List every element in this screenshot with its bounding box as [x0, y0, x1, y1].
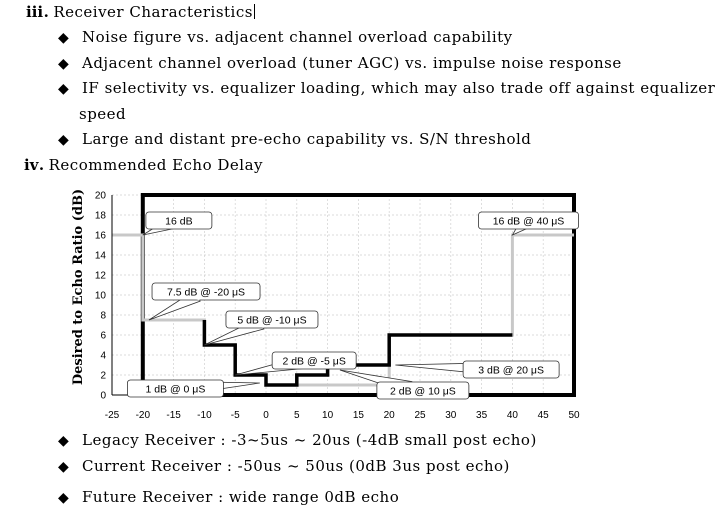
annotation-callout: 16 dB @ 40 μS — [478, 211, 579, 236]
y-tick-label: 8 — [100, 311, 106, 322]
y-tick-label: 14 — [95, 251, 107, 262]
callout-joint — [402, 382, 412, 393]
x-tick-label: -5 — [231, 410, 240, 421]
callout-joint — [191, 291, 200, 301]
annotation-callout: 5 dB @ -10 μS — [204, 310, 319, 346]
section-4-heading-text: Recommended Echo Delay — [48, 156, 264, 174]
section-3-numeral: ⅲ. — [26, 3, 50, 21]
diamond-bullet-icon: ◆ — [58, 81, 70, 97]
callout-label: 1 dB @ 0 μS — [145, 384, 205, 396]
x-tick-label: 10 — [322, 410, 334, 421]
y-tick-label: 12 — [95, 271, 107, 282]
x-tick-label: 35 — [476, 410, 488, 421]
x-tick-label: 50 — [568, 410, 580, 421]
diamond-bullet-icon: ◆ — [58, 132, 70, 148]
section-3-heading: ⅲ. Receiver Characteristics — [26, 3, 255, 21]
x-tick-label: 20 — [384, 410, 396, 421]
chart-tick-labels: 0 2 4 6 8 10 12 14 16 18 20 -25 -20 -15 -10 -5 0 5 10 15 20 2… — [95, 191, 580, 422]
x-tick-label: -10 — [197, 410, 212, 421]
x-tick-label: 15 — [353, 410, 365, 421]
receiver-item: ◆ Future Receiver : wide range 0dB echo — [58, 488, 399, 507]
callout-box — [127, 379, 224, 398]
bullet-item: ◆ Noise figure vs. adjacent channel overl… — [58, 28, 513, 47]
y-tick-label: 16 — [95, 231, 107, 242]
x-tick-label: 40 — [507, 410, 519, 421]
annotation-callout: 3 dB @ 20 μS — [395, 360, 560, 379]
receiver-text: Future Receiver : wide range 0dB echo — [82, 488, 400, 506]
x-tick-label: 30 — [445, 410, 457, 421]
diamond-bullet-icon: ◆ — [58, 490, 70, 506]
callout-label: 7.5 dB @ -20 μS — [167, 287, 245, 299]
callout-joint — [255, 318, 264, 328]
x-tick-label: 5 — [294, 410, 300, 421]
section-4-numeral: ⅳ. — [24, 156, 45, 174]
callout-box — [271, 351, 357, 370]
callout-box — [462, 360, 560, 379]
callout-label: 16 dB — [165, 216, 192, 228]
bullet-item: ◆ Adjacent channel overload (tuner AGC) v… — [58, 54, 622, 73]
x-tick-label: 25 — [414, 410, 426, 421]
callout-box — [478, 211, 579, 230]
diamond-bullet-icon: ◆ — [58, 56, 70, 72]
section-4-heading: ⅳ. Recommended Echo Delay — [24, 156, 263, 174]
annotation-callout: 2 dB @ 10 μS — [339, 369, 470, 400]
y-axis-label: Desired to Echo Ratio (dB) — [71, 189, 86, 385]
chart-series — [112, 233, 574, 387]
x-tick-label: 45 — [538, 410, 550, 421]
x-tick-label: -25 — [105, 410, 120, 421]
x-tick-label: -20 — [136, 410, 151, 421]
annotation-callout: 16 dB — [142, 211, 213, 236]
annotation-callout: 1 dB @ 0 μS — [127, 379, 260, 398]
annotation-callout: 2 dB @ -5 μS — [235, 351, 357, 376]
receiver-text: Current Receiver : -50us ~ 50us (0dB 3us… — [82, 457, 510, 475]
text-cursor — [253, 4, 255, 19]
callout-label: 3 dB @ 20 μS — [478, 365, 544, 377]
callout-label: 16 dB @ 40 μS — [493, 216, 565, 228]
bullet-item: ◆ Large and distant pre-echo capability v… — [58, 130, 531, 149]
diamond-bullet-icon: ◆ — [58, 30, 70, 46]
diamond-bullet-icon: ◆ — [58, 433, 70, 449]
bullet-continuation: speed — [79, 105, 127, 123]
callout-box — [225, 310, 319, 329]
callout-box — [376, 381, 470, 400]
bullet-item: ◆ IF selectivity vs. equalizer loading, w… — [58, 79, 715, 98]
y-tick-label: 18 — [95, 211, 107, 222]
y-tick-label: 0 — [100, 391, 106, 402]
bullet-text: Noise figure vs. adjacent channel overlo… — [82, 28, 513, 46]
callout-label: 2 dB @ 10 μS — [390, 386, 456, 398]
y-tick-label: 6 — [100, 331, 106, 342]
bullet-text: IF selectivity vs. equalizer loading, wh… — [82, 79, 716, 97]
chart-annotations: 16 dB 16 dB @ 40 μS 7.5 dB @ -20 μS 5 dB @ … — [127, 211, 579, 400]
callout-label: 5 dB @ -10 μS — [237, 315, 306, 327]
x-tick-label: 0 — [263, 410, 269, 421]
callout-joint — [169, 218, 176, 228]
x-tick-label: -15 — [166, 410, 181, 421]
y-tick-label: 4 — [100, 351, 106, 362]
y-tick-label: 2 — [100, 371, 106, 382]
callout-label: 2 dB @ -5 μS — [282, 356, 345, 368]
receiver-item: ◆ Current Receiver : -50us ~ 50us (0dB 3u… — [58, 457, 510, 476]
y-tick-label: 10 — [95, 291, 107, 302]
annotation-callout: 7.5 dB @ -20 μS — [148, 282, 261, 321]
receiver-text: Legacy Receiver : -3~5us ~ 20us (-4dB sm… — [82, 431, 537, 449]
callout-box — [151, 282, 261, 301]
series-line-2 — [202, 320, 513, 387]
callout-joint — [187, 382, 197, 393]
callout-joint — [482, 364, 494, 374]
diamond-bullet-icon: ◆ — [58, 459, 70, 475]
y-tick-label: 20 — [95, 191, 107, 202]
callout-box — [145, 211, 213, 230]
callout-joint — [294, 357, 304, 368]
receiver-item: ◆ Legacy Receiver : -3~5us ~ 20us (-4dB s… — [58, 431, 537, 450]
bullet-text: Large and distant pre-echo capability vs… — [82, 130, 532, 148]
bullet-text: Adjacent channel overload (tuner AGC) vs… — [82, 54, 622, 72]
echo-ratio-chart: 0 2 4 6 8 10 12 14 16 18 20 -25 -20 -15 -10 -5 0 5 10 15 20 2… — [71, 189, 580, 422]
section-3-heading-text: Receiver Characteristics — [53, 3, 253, 21]
